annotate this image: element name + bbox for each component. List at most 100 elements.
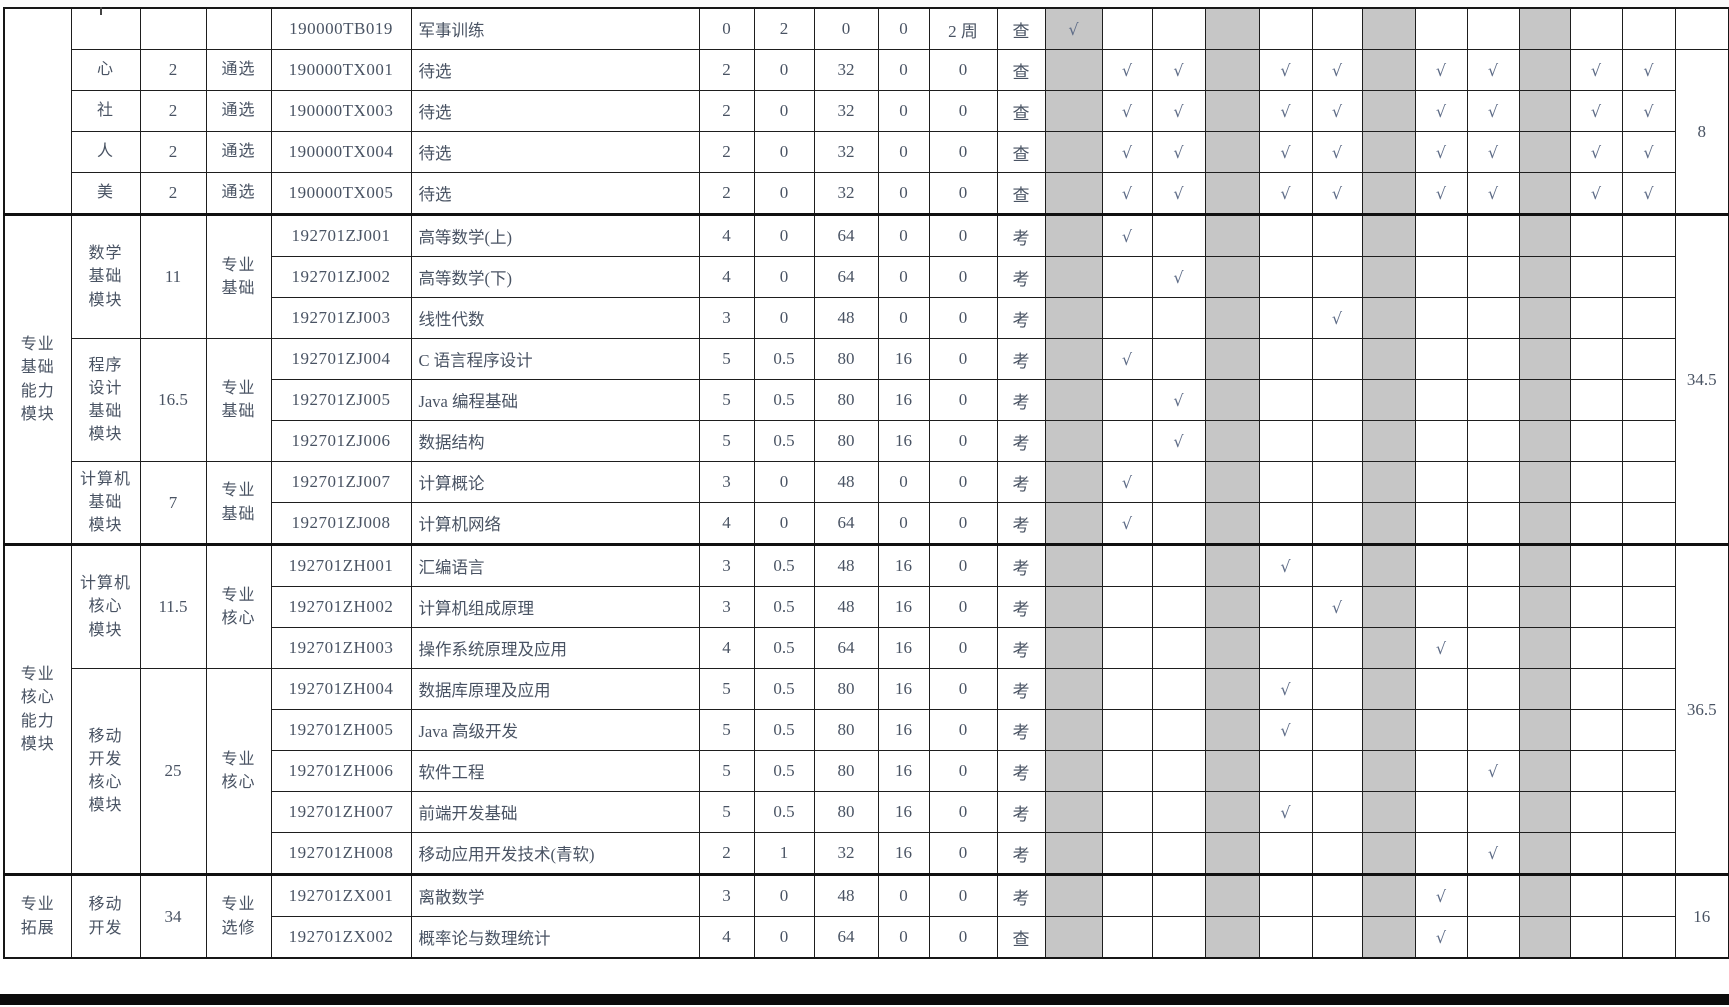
semester-cell	[1361, 338, 1416, 380]
cell-module: 美	[70, 172, 141, 215]
semester-cell	[1258, 256, 1313, 298]
cell-course-name: 前端开发基础	[410, 791, 700, 833]
cell-course-code: 190000TB019	[270, 7, 412, 50]
cell-exam-type: 查	[996, 916, 1046, 959]
semester-cell	[1361, 750, 1416, 792]
semester-cell	[1101, 379, 1153, 421]
cell-course-code: 190000TX005	[270, 172, 412, 215]
semester-cell	[1151, 832, 1206, 875]
check-cell: √	[1414, 49, 1468, 91]
semester-cell	[1518, 916, 1571, 959]
check-cell: √	[1414, 627, 1468, 669]
semester-cell	[1621, 791, 1676, 833]
semester-cell	[1204, 750, 1260, 792]
semester-cell	[1569, 297, 1623, 339]
cell-value: 0	[753, 131, 815, 173]
semester-cell	[1361, 627, 1416, 669]
semester-cell	[1414, 502, 1468, 545]
semester-cell	[1621, 873, 1676, 917]
cell-value: 64	[813, 627, 879, 669]
semester-cell	[1466, 916, 1520, 959]
semester-cell	[1518, 750, 1571, 792]
semester-cell	[1204, 131, 1260, 173]
cell-value: 0	[877, 49, 930, 91]
course-row: 专业 核心 能力 模块 计算机 核心 模块 11.5 专业 核心 192701ZH001…	[3, 543, 1729, 875]
semester-cell	[1258, 750, 1313, 792]
semester-cell	[1569, 502, 1623, 545]
semester-cell	[1569, 586, 1623, 628]
semester-cell	[1414, 543, 1468, 587]
semester-cell	[1204, 627, 1260, 669]
check-cell: √	[1311, 172, 1363, 215]
cell-value: 4	[698, 627, 755, 669]
cell-exam-type: 查	[996, 7, 1046, 50]
semester-cell	[1518, 90, 1571, 132]
semester-cell	[1044, 379, 1103, 421]
course-row: 专业 拓展 移动 开发 34 专业 选修 192701ZX001 离散数学 3 0 48 0 0 考 √…	[3, 873, 1729, 959]
semester-cell	[1414, 750, 1468, 792]
semester-cell	[1621, 338, 1676, 380]
cell-category	[3, 7, 72, 215]
course-row: 190000TB019 军事训练 0 2 0 0 2 周查 √	[3, 7, 1729, 215]
semester-cell	[1258, 627, 1313, 669]
semester-cell	[1466, 256, 1520, 298]
cell-value: 32	[813, 90, 879, 132]
semester-cell	[1414, 338, 1468, 380]
semester-cell	[1621, 750, 1676, 792]
semester-cell	[1569, 7, 1623, 50]
cell-course-name: 操作系统原理及应用	[410, 627, 700, 669]
semester-cell	[1466, 7, 1520, 50]
cell-value: 5	[698, 338, 755, 380]
cell-exam-type: 考	[996, 832, 1046, 875]
semester-cell	[1518, 586, 1571, 628]
cell-course-code: 192701ZH007	[270, 791, 412, 833]
cell-value: 0	[928, 873, 998, 917]
semester-cell	[1518, 543, 1571, 587]
semester-cell	[1621, 586, 1676, 628]
cell-exam-type: 查	[996, 90, 1046, 132]
check-cell: √	[1258, 709, 1313, 751]
cell-value: 80	[813, 338, 879, 380]
semester-cell	[1044, 338, 1103, 380]
semester-cell	[1044, 709, 1103, 751]
cell-value: 0	[753, 49, 815, 91]
semester-cell	[1204, 90, 1260, 132]
semester-cell	[1518, 832, 1571, 875]
cell-value: 16	[877, 420, 930, 462]
semester-cell	[1151, 750, 1206, 792]
cell-value: 16	[877, 379, 930, 421]
cell-value: 0	[813, 7, 879, 50]
cell-exam-type: 查	[996, 172, 1046, 215]
course-row: 192701ZJ008 计算机网络 4 0 64 0 0 考 √	[4, 502, 1729, 545]
cell-value: 0	[877, 502, 930, 545]
check-cell: √	[1101, 213, 1153, 257]
semester-cell	[1621, 213, 1676, 257]
semester-cell	[1311, 338, 1363, 380]
cell-course-name: 软件工程	[410, 750, 700, 792]
semester-cell	[1311, 627, 1363, 669]
curriculum-table-body: 190000TB019 军事训练 0 2 0 0 2 周查 √ 心 2 通选 190000TX001 待…	[3, 7, 1729, 959]
cell-value: 16	[877, 586, 930, 628]
check-cell: √	[1569, 131, 1623, 173]
semester-cell	[1466, 297, 1520, 339]
semester-cell	[1466, 543, 1520, 587]
cell-value: 0.5	[753, 750, 815, 792]
cell-value: 16	[877, 791, 930, 833]
semester-cell	[1204, 668, 1260, 710]
semester-cell	[1311, 7, 1363, 50]
semester-cell	[1518, 668, 1571, 710]
cell-value: 4	[698, 256, 755, 298]
cell-value: 4	[698, 502, 755, 545]
cell-exam-type: 查	[996, 49, 1046, 91]
check-cell: √	[1414, 131, 1468, 173]
semester-cell	[1518, 791, 1571, 833]
cell-section-total	[1674, 7, 1729, 50]
semester-cell	[1361, 172, 1416, 215]
semester-cell	[1044, 750, 1103, 792]
cell-module-credits: 16.5	[139, 338, 207, 462]
semester-cell	[1518, 256, 1571, 298]
cell-module-credits: 2	[139, 131, 207, 173]
semester-cell	[1204, 49, 1260, 91]
cell-value: 2	[698, 172, 755, 215]
semester-cell	[1258, 873, 1313, 917]
